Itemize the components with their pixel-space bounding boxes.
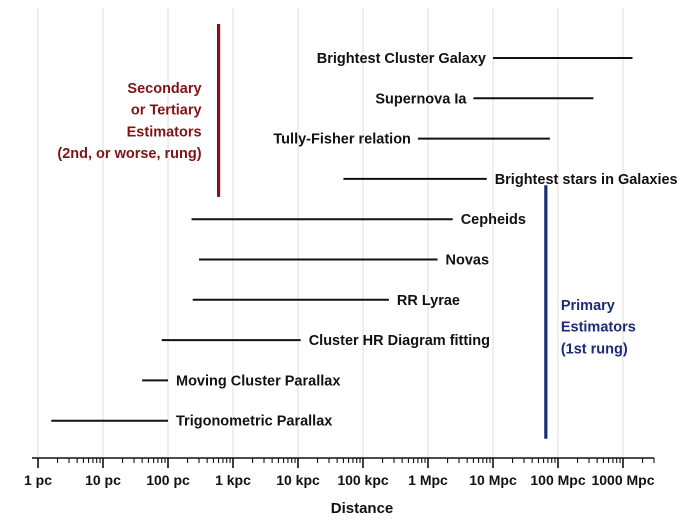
range-label: Tully-Fisher relation — [273, 132, 411, 148]
range-label: Novas — [445, 253, 489, 269]
x-tick-label: 100 kpc — [337, 472, 389, 488]
range-label: Cluster HR Diagram fitting — [309, 333, 490, 349]
group-label: Secondary or Tertiary Estimators (2nd, or w… — [57, 81, 201, 162]
x-tick-label: 1000 Mpc — [591, 472, 654, 488]
group-label-line: or Tertiary — [131, 103, 202, 119]
x-tick-label: 10 kpc — [276, 472, 320, 488]
x-tick-label: 1 kpc — [215, 472, 251, 488]
group-label-line: (1st rung) — [561, 341, 628, 357]
group-label: Primary Estimators (1st rung) — [561, 298, 636, 357]
x-tick-label: 1 pc — [24, 472, 52, 488]
group-label-line: (2nd, or worse, rung) — [57, 146, 201, 162]
x-tick-label: 10 pc — [85, 472, 121, 488]
range-label: Brightest Cluster Galaxy — [317, 51, 486, 67]
range-label: Supernova Ia — [375, 91, 467, 107]
range-label: RR Lyrae — [397, 293, 460, 309]
x-tick-label: 100 Mpc — [530, 472, 585, 488]
range-label: Brightest stars in Galaxies — [495, 172, 678, 188]
range-label: Moving Cluster Parallax — [176, 373, 340, 389]
x-axis-title: Distance — [331, 500, 394, 517]
group-label-line: Estimators — [561, 320, 636, 336]
range-label: Cepheids — [461, 212, 526, 228]
x-tick-label: 10 Mpc — [469, 472, 517, 488]
x-tick-label: 1 Mpc — [408, 472, 448, 488]
range-label: Trigonometric Parallax — [176, 414, 332, 430]
x-tick-label: 100 pc — [146, 472, 190, 488]
group-label-line: Secondary — [127, 81, 201, 97]
group-label-line: Primary — [561, 298, 615, 314]
group-label-line: Estimators — [127, 124, 202, 140]
